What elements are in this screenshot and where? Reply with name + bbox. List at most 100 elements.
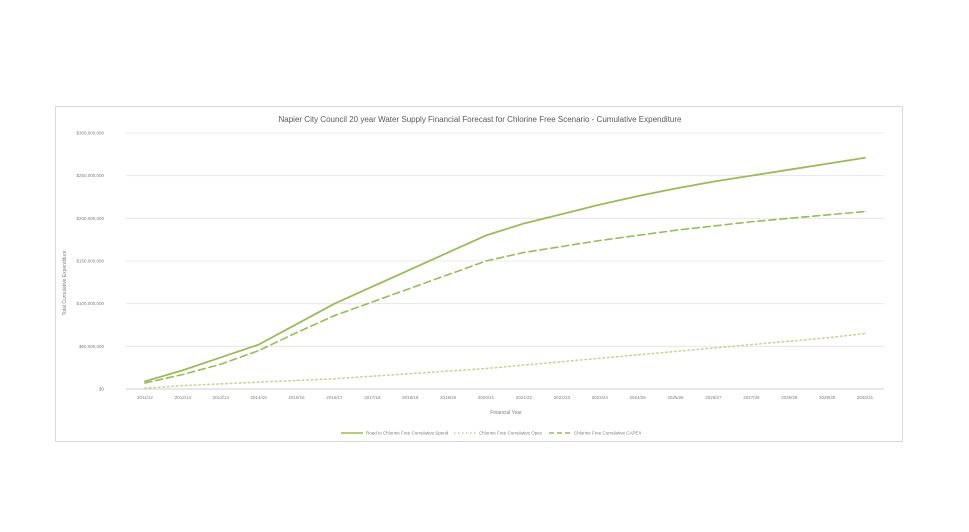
data-point [523,364,525,366]
x-tick-label: 2028/29 [781,395,798,400]
y-tick-label: $200,000,000 [76,216,104,221]
data-point [182,373,184,375]
data-point [182,385,184,387]
x-tick-label: 2023/24 [592,395,609,400]
data-point [409,269,411,271]
x-tick-label: 2019/20 [440,395,457,400]
x-axis-title: Financial Year [490,410,522,416]
data-point [637,234,639,236]
data-point [144,380,146,382]
x-axis-ticks: 2011/12 2012/13 2013/14 2014/15 2015/16 2016/… [137,395,874,400]
data-point [296,379,298,381]
data-point [333,315,335,317]
x-tick-label: 2015/16 [288,395,305,400]
data-point [371,301,373,303]
data-point [712,225,714,227]
y-tick-label: $50,000,000 [79,344,105,349]
x-tick-label: 2016/17 [326,395,343,400]
series-2 [144,332,866,389]
data-point [675,187,677,189]
data-point [864,211,866,213]
data-point [712,181,714,183]
series-line [144,156,866,383]
y-tick-label: $150,000,000 [76,259,104,264]
data-point [485,234,487,236]
x-tick-label: 2020/21 [478,395,495,400]
data-point [826,214,828,216]
data-point [182,369,184,371]
y-tick-label: $0 [99,387,105,392]
legend-label: Road to Chlorine Free Cumulative Spend [366,431,449,436]
x-tick-label: 2011/12 [137,395,153,400]
chart-title: Napier City Council 20 year Water Supply… [279,115,683,124]
data-point [561,245,563,247]
data-point [144,387,146,389]
data-point [523,222,525,224]
x-tick-label: 2017/18 [364,395,381,400]
x-tick-label: 2024/25 [630,395,647,400]
data-point [750,344,752,346]
data-point [258,381,260,383]
legend: Road to Chlorine Free Cumulative Spend Ch… [341,431,642,436]
data-point [788,340,790,342]
data-point [788,217,790,219]
data-point [409,287,411,289]
data-point [599,357,601,359]
x-tick-label: 2022/23 [554,395,571,400]
x-tick-label: 2018/19 [402,395,419,400]
data-point [220,356,222,358]
data-point [144,382,146,384]
y-tick-label: $250,000,000 [76,173,104,178]
data-point [220,383,222,385]
data-point [599,240,601,242]
series-line [144,210,866,384]
x-tick-label: 2012/13 [175,395,192,400]
data-point [447,251,449,253]
x-tick-label: 2026/27 [705,395,722,400]
legend-label: Chlorine Free Cumulative CAPEX [574,431,642,436]
series-lines [144,156,866,389]
x-tick-label: 2030/31 [857,395,874,400]
data-point [826,337,828,339]
data-point [561,213,563,215]
data-point [333,378,335,380]
y-tick-label: $300,000,000 [76,131,104,136]
data-point [637,195,639,197]
data-point [712,347,714,349]
data-point [637,354,639,356]
y-axis-ticks: $0 $50,000,000 $100,000,000 $150,000,000 $20… [76,131,104,392]
data-point [258,344,260,346]
x-tick-label: 2013/14 [213,395,230,400]
series-line [144,332,866,389]
data-point [485,260,487,262]
chart-canvas: Napier City Council 20 year Water Supply… [62,115,884,436]
data-point [788,169,790,171]
data-point [523,251,525,253]
data-point [333,303,335,305]
data-point [220,363,222,365]
x-tick-label: 2027/28 [743,395,760,400]
data-point [599,204,601,206]
data-point [675,350,677,352]
data-point [485,368,487,370]
chart-frame: Napier City Council 20 year Water Supply… [55,106,903,442]
y-tick-label: $100,000,000 [76,301,104,306]
data-point [864,333,866,335]
data-point [258,350,260,352]
data-point [561,361,563,363]
x-tick-label: 2014/15 [251,395,268,400]
data-point [750,221,752,223]
series-3 [144,210,866,384]
data-point [409,373,411,375]
data-point [371,375,373,377]
data-point [447,274,449,276]
data-point [296,332,298,334]
data-point [750,175,752,177]
data-point [371,286,373,288]
data-point [296,323,298,325]
data-point [864,157,866,159]
y-axis-title: Total Cumulative Expenditure [62,250,68,315]
x-tick-label: 2025/26 [667,395,684,400]
x-tick-label: 2021/22 [516,395,533,400]
data-point [826,163,828,165]
